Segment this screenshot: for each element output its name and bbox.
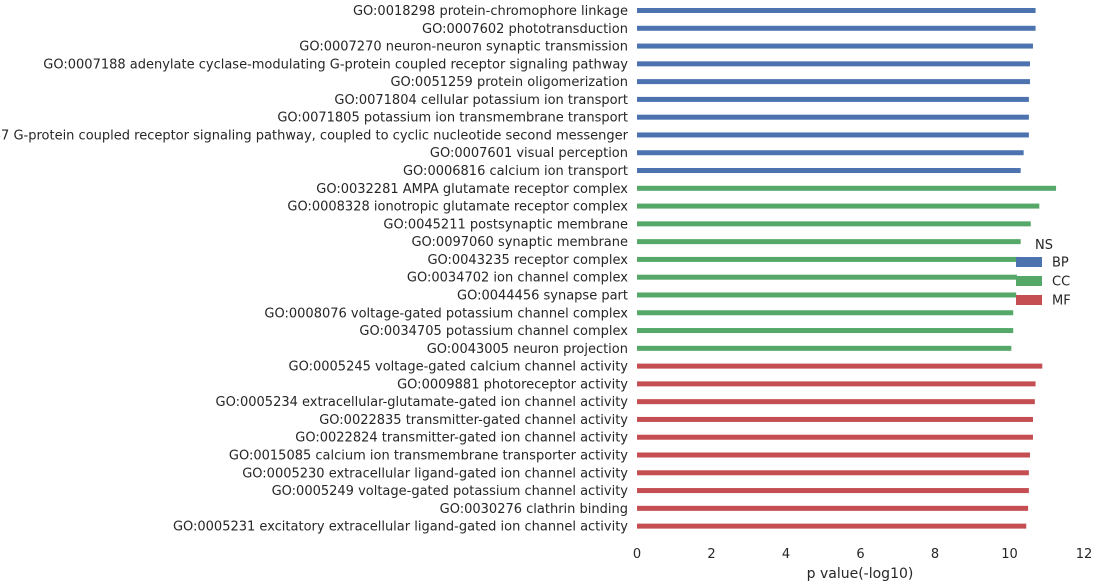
bar-bp [637, 168, 1021, 174]
category-label: GO:0034702 ion channel complex [407, 271, 628, 286]
category-label: GO:0007270 neuron-neuron synaptic transm… [299, 40, 628, 55]
category-label: GO:0007188 adenylate cyclase-modulating … [43, 57, 628, 72]
bars-layer [637, 8, 1057, 529]
category-label: GO:0022824 transmitter-gated ion channel… [295, 431, 628, 446]
category-label: GO:0032281 AMPA glutamate receptor compl… [316, 182, 628, 197]
bar-bp [637, 25, 1036, 31]
bar-cc [637, 328, 1014, 334]
x-tick-label: 8 [931, 547, 939, 562]
bar-bp [637, 150, 1024, 156]
bar-mf [637, 523, 1027, 529]
bar-cc [637, 274, 1017, 280]
bar-mf [637, 434, 1033, 440]
bar-cc [637, 185, 1057, 191]
bar-mf [637, 416, 1033, 422]
category-label: GO:0051259 protein oligomerization [390, 75, 628, 90]
category-label: GO:0043005 neuron projection [427, 342, 628, 357]
bar-cc [637, 256, 1019, 262]
category-label: GO:0030276 clathrin binding [440, 502, 628, 517]
legend-label-bp: BP [1052, 256, 1069, 271]
category-label: GO:0034705 potassium channel complex [359, 324, 628, 339]
category-label: GO:0008076 voltage-gated potassium chann… [264, 306, 628, 321]
bar-bp [637, 96, 1029, 102]
bar-bp [637, 61, 1030, 67]
category-label: GO:0018298 protein-chromophore linkage [353, 4, 628, 19]
bar-mf [637, 470, 1029, 476]
x-tick-label: 4 [782, 547, 790, 562]
bar-mf [637, 399, 1035, 405]
bar-mf [637, 505, 1029, 511]
bar-mf [637, 381, 1036, 387]
x-tick-label: 0 [633, 547, 641, 562]
bar-cc [637, 221, 1031, 227]
x-tick-label: 6 [856, 547, 864, 562]
category-label: GO:0007602 phototransduction [422, 22, 628, 37]
category-label: GO:0071804 cellular potassium ion transp… [334, 93, 628, 108]
category-label: GO:0007601 visual perception [430, 146, 628, 161]
category-label: GO:0008328 ionotropic glutamate receptor… [287, 200, 628, 215]
x-tick-label: 12 [1076, 547, 1093, 562]
x-axis-ticks: 0 2 4 6 8 10 12 [633, 547, 1092, 562]
bar-bp [637, 43, 1033, 49]
x-tick-label: 2 [707, 547, 715, 562]
x-tick-label: 10 [1001, 547, 1018, 562]
category-label: GO:0005249 voltage-gated potassium chann… [272, 484, 629, 499]
category-label: GO:0005230 extracellular ligand-gated io… [242, 466, 628, 481]
category-label: GO:0009881 photoreceptor activity [397, 377, 628, 392]
bar-cc [637, 345, 1012, 351]
category-label: GO:0045211 postsynaptic membrane [383, 217, 628, 232]
bar-bp [637, 79, 1030, 85]
legend-swatch-mf [1016, 295, 1042, 305]
bar-cc [637, 292, 1017, 298]
category-label: GO:0005245 voltage-gated calcium channel… [289, 360, 629, 375]
bar-mf [637, 452, 1030, 458]
bar-mf [637, 363, 1043, 369]
legend-entries: BP CC MF [1016, 256, 1071, 309]
legend-title: NS [1035, 238, 1053, 253]
legend-swatch-bp [1016, 257, 1042, 267]
category-label: GO:0097060 synaptic membrane [411, 235, 628, 250]
category-label: GO:0044456 synapse part [457, 288, 628, 303]
bar-cc [637, 239, 1021, 245]
bar-bp [637, 114, 1029, 120]
legend-swatch-cc [1016, 276, 1042, 286]
category-label: GO:0005234 extracellular-glutamate-gated… [216, 395, 629, 410]
legend: NS BP CC MF [1016, 238, 1071, 309]
category-labels: GO:0018298 protein-chromophore linkage GO… [0, 4, 629, 535]
legend-label-mf: MF [1052, 294, 1071, 309]
bar-cc [637, 310, 1014, 316]
category-label: GO:0043235 receptor complex [427, 253, 628, 268]
category-label: GO:0007187 G-protein coupled receptor si… [0, 128, 629, 143]
legend-label-cc: CC [1052, 275, 1070, 290]
category-label: GO:0015085 calcium ion transmembrane tra… [229, 449, 628, 464]
x-axis-label: p value(-log10) [807, 566, 914, 582]
bar-bp [637, 132, 1029, 138]
category-label: GO:0006816 calcium ion transport [403, 164, 628, 179]
category-label: GO:0071805 potassium ion transmembrane t… [277, 111, 628, 126]
category-label: GO:0005231 excitatory extracellular liga… [173, 520, 628, 535]
bar-mf [637, 488, 1029, 494]
bar-bp [637, 8, 1036, 13]
category-label: GO:0022835 transmitter-gated channel act… [319, 413, 628, 428]
bar-cc [637, 203, 1040, 209]
